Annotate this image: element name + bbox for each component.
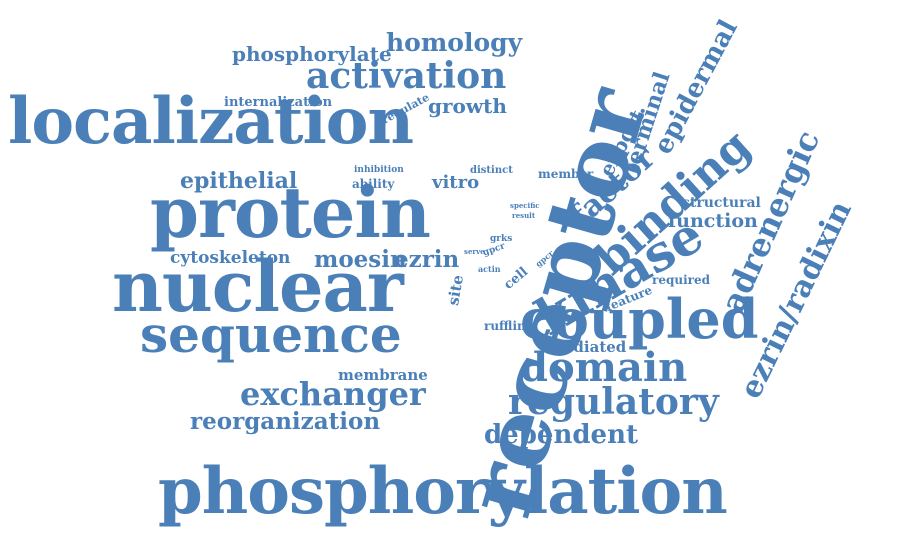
word-dependent: dependent bbox=[484, 420, 638, 450]
word-internalization: internalization bbox=[224, 95, 333, 110]
word-regulatory: regulatory bbox=[508, 381, 719, 423]
word-sequence: sequence bbox=[140, 305, 402, 364]
word-specific: specific bbox=[510, 201, 540, 210]
word-exchanger: exchanger bbox=[240, 375, 426, 413]
word-function: function bbox=[668, 210, 758, 232]
word-localization: localization bbox=[8, 84, 414, 159]
word-inhibition: inhibition bbox=[354, 165, 404, 175]
word-distinct: distinct bbox=[470, 165, 513, 176]
word-ruffling: ruffling bbox=[484, 319, 535, 333]
word-reorganization: reorganization bbox=[190, 408, 381, 435]
word-result: result bbox=[512, 211, 536, 220]
word-serve: serve bbox=[464, 247, 485, 256]
word-cytoskeleton: cytoskeleton bbox=[170, 248, 291, 268]
word-protein: protein bbox=[150, 171, 431, 254]
word-ezrin: ezrin bbox=[394, 246, 460, 273]
word-coupled: coupled bbox=[520, 287, 759, 351]
word-moesin: moesin bbox=[314, 246, 407, 273]
word-growth: growth bbox=[428, 94, 507, 118]
word-grks: grks bbox=[490, 234, 513, 244]
word-phosphorylation: phosphorylation bbox=[158, 454, 728, 529]
word-member: member bbox=[538, 167, 594, 181]
word-gpcr: gpcr bbox=[481, 241, 507, 259]
word-structural: structural bbox=[682, 195, 761, 211]
word-homology: homology bbox=[386, 28, 523, 57]
word-activation: activation bbox=[306, 55, 507, 97]
word-actin: actin bbox=[478, 264, 501, 274]
word-domain: domain bbox=[520, 344, 688, 391]
word-vitro: vitro bbox=[432, 172, 480, 193]
word-required: required bbox=[652, 273, 710, 287]
word-membrane: membrane bbox=[338, 366, 428, 384]
word-epithelial: epithelial bbox=[180, 168, 298, 194]
word-mediated: mediated bbox=[548, 338, 627, 356]
word-site: site bbox=[444, 273, 468, 307]
word-ability: ability bbox=[352, 177, 395, 191]
word-phosphorylate: phosphorylate bbox=[232, 42, 392, 66]
word-nuclear: nuclear bbox=[112, 245, 404, 328]
